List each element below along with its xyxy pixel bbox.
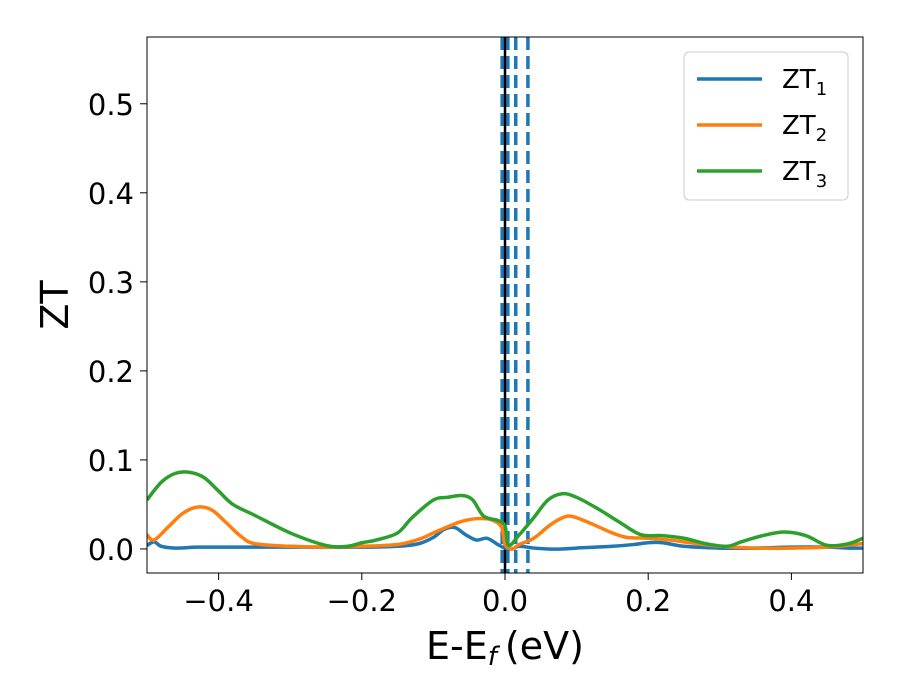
x-tick-label: −0.2 <box>327 584 397 618</box>
y-axis-ticks: 0.0 0.1 0.2 0.3 0.4 0.5 <box>88 88 147 567</box>
x-tick-label: 0.2 <box>625 584 671 618</box>
series-line-zt1 <box>147 525 863 551</box>
x-axis-label: E-Ef (eV) <box>426 624 584 672</box>
x-axis-label-sub: f <box>488 642 501 672</box>
y-tick-label: 0.3 <box>88 266 134 300</box>
y-tick-label: 0.5 <box>88 88 134 122</box>
legend: ZT1 ZT2 ZT3 <box>683 51 849 201</box>
x-tick-label: 0.0 <box>482 584 528 618</box>
y-tick-label: 0.4 <box>88 177 134 211</box>
x-tick-label: −0.4 <box>183 584 253 618</box>
series-line-zt3 <box>147 470 863 549</box>
legend-label-zt3: ZT3 <box>782 157 827 192</box>
x-tick-label: 0.4 <box>768 584 814 618</box>
legend-box <box>683 51 849 201</box>
y-axis-label: ZT <box>33 280 77 330</box>
y-tick-label: 0.2 <box>88 355 134 389</box>
reference-lines <box>500 37 530 573</box>
y-tick-label: 0.0 <box>88 533 134 567</box>
x-axis-label-main: E-E <box>426 624 488 668</box>
legend-label-zt2: ZT2 <box>782 111 827 146</box>
legend-label-zt1: ZT1 <box>782 65 827 100</box>
series-line-zt2 <box>147 505 863 551</box>
series-lines <box>147 470 863 551</box>
y-tick-label: 0.1 <box>88 444 134 478</box>
x-axis-ticks: −0.4 −0.2 0.0 0.2 0.4 <box>183 573 814 618</box>
x-axis-label-unit: (eV) <box>505 624 584 668</box>
